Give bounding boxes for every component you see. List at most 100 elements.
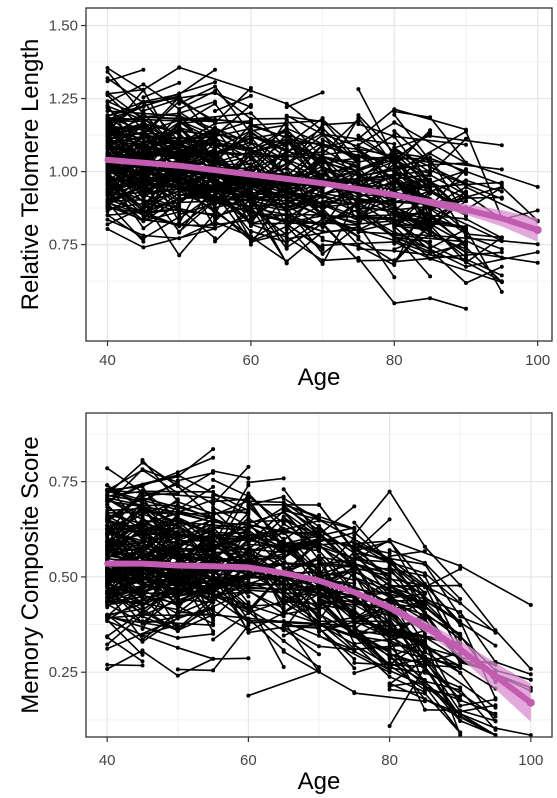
observation-point	[246, 531, 251, 536]
observation-point	[317, 537, 321, 542]
individual-trajectory	[143, 129, 180, 144]
individual-trajectory	[286, 133, 395, 180]
observation-point	[499, 196, 504, 201]
observation-point	[105, 530, 110, 535]
individual-trajectory	[248, 495, 284, 506]
observation-point	[105, 574, 110, 579]
individual-trajectory	[107, 595, 143, 604]
observation-point	[281, 544, 286, 549]
observation-point	[422, 707, 427, 712]
observation-point	[352, 643, 357, 648]
observation-point	[320, 258, 325, 263]
observation-point	[211, 656, 216, 661]
observation-point	[105, 69, 110, 74]
individual-trajectory	[212, 500, 249, 516]
observation-point	[246, 536, 251, 541]
observation-point	[356, 206, 361, 211]
individual-trajectory	[107, 198, 216, 239]
observation-point	[535, 250, 540, 255]
observation-point	[422, 614, 427, 619]
observation-point	[213, 212, 217, 217]
observation-point	[284, 261, 289, 265]
x-tick-label: 60	[243, 352, 260, 369]
observation-point	[428, 208, 433, 213]
observation-point	[246, 582, 251, 587]
observation-point	[175, 482, 180, 487]
observation-point	[422, 650, 427, 655]
observation-point	[458, 614, 463, 619]
observation-point	[356, 87, 361, 92]
observation-point	[284, 153, 289, 158]
individual-trajectory	[107, 577, 214, 603]
observation-point	[175, 474, 180, 479]
observation-point	[493, 643, 498, 648]
observation-point	[464, 253, 468, 258]
y-tick-label: 1.25	[49, 91, 78, 108]
observation-point	[356, 256, 361, 261]
observation-point	[317, 625, 321, 630]
observation-point	[464, 281, 468, 285]
observation-point	[140, 553, 145, 558]
individual-trajectory	[106, 183, 144, 215]
observation-point	[387, 538, 392, 542]
observation-point	[140, 648, 145, 653]
observation-point	[284, 146, 289, 151]
observation-point	[387, 632, 392, 637]
observation-point	[352, 628, 357, 633]
observation-point	[141, 226, 146, 231]
memory-panel-border	[85, 412, 553, 738]
observation-point	[352, 649, 357, 654]
individual-trajectory	[321, 117, 431, 179]
observation-point	[458, 620, 463, 624]
observation-point	[175, 628, 180, 633]
observation-point	[464, 178, 468, 183]
observation-point	[105, 169, 110, 174]
observation-point	[284, 224, 289, 229]
individual-trajectory	[177, 521, 249, 529]
observation-point	[141, 140, 146, 145]
observation-point	[105, 466, 110, 471]
observation-point	[352, 616, 357, 621]
observation-point	[356, 122, 361, 127]
individual-trajectory	[212, 575, 355, 633]
observation-point	[105, 662, 110, 667]
individual-trajectory	[248, 555, 284, 558]
observation-point	[246, 502, 251, 507]
observation-point	[211, 477, 216, 482]
observation-point	[211, 578, 216, 583]
observation-point	[356, 200, 361, 205]
observation-point	[175, 645, 180, 650]
observation-point	[140, 460, 145, 465]
observation-point	[352, 671, 357, 675]
observation-point	[458, 730, 463, 735]
individual-trajectory	[177, 517, 285, 551]
trend-line	[104, 560, 534, 706]
observation-point	[392, 259, 397, 264]
observation-point	[105, 505, 110, 509]
observation-point	[177, 95, 182, 100]
observation-point	[392, 222, 397, 227]
observation-point	[105, 642, 110, 647]
individual-trajectory	[214, 205, 252, 218]
observation-point	[493, 711, 498, 716]
individual-trajectory	[143, 82, 180, 98]
x-tick-label: 40	[99, 752, 116, 769]
observation-point	[284, 245, 289, 250]
observation-point	[281, 521, 286, 526]
observation-point	[105, 548, 110, 553]
observation-point	[140, 604, 145, 609]
individual-trajectory	[142, 529, 178, 538]
individual-trajectory	[106, 89, 216, 156]
observation-point	[213, 183, 217, 188]
observation-point	[140, 621, 145, 626]
individual-trajectory	[353, 490, 461, 586]
observation-point	[248, 196, 253, 201]
observation-point	[458, 719, 463, 723]
observation-point	[356, 237, 361, 242]
observation-point	[175, 568, 180, 573]
individual-trajectory	[178, 176, 288, 209]
observation-point	[246, 464, 251, 469]
observation-point	[422, 655, 427, 660]
observation-point	[387, 580, 392, 585]
observation-point	[281, 614, 286, 619]
